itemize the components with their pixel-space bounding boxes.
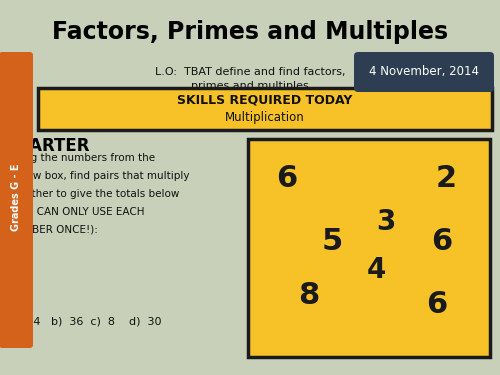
Text: (YOU CAN ONLY USE EACH: (YOU CAN ONLY USE EACH: [8, 207, 144, 217]
Text: Grades G - E: Grades G - E: [11, 163, 21, 231]
Text: SKILLS REQUIRED TODAY: SKILLS REQUIRED TODAY: [178, 93, 352, 106]
Text: Using the numbers from the: Using the numbers from the: [8, 153, 155, 163]
Text: 6: 6: [431, 227, 452, 256]
Text: Factors, Primes and Multiples: Factors, Primes and Multiples: [52, 20, 448, 44]
FancyBboxPatch shape: [0, 52, 33, 348]
Bar: [38, 88, 492, 130]
Text: 5: 5: [322, 227, 344, 256]
Text: a)  24   b)  36  c)  8    d)  30: a) 24 b) 36 c) 8 d) 30: [8, 317, 162, 327]
Text: 4 November, 2014: 4 November, 2014: [369, 66, 479, 78]
Text: 3: 3: [376, 208, 396, 236]
Text: NUMBER ONCE!):: NUMBER ONCE!):: [8, 225, 98, 235]
Bar: [248, 139, 490, 357]
Text: yellow box, find pairs that multiply: yellow box, find pairs that multiply: [8, 171, 190, 181]
Text: 4: 4: [366, 256, 386, 284]
FancyBboxPatch shape: [354, 52, 494, 92]
Text: Multiplication: Multiplication: [225, 111, 305, 123]
Text: together to give the totals below: together to give the totals below: [8, 189, 180, 199]
Text: 8: 8: [298, 282, 319, 310]
Text: 6: 6: [276, 164, 297, 193]
Text: 2: 2: [436, 164, 457, 193]
Text: L.O:  TBAT define and find factors,: L.O: TBAT define and find factors,: [155, 67, 345, 77]
Text: STARTER: STARTER: [8, 137, 90, 155]
Text: 6: 6: [426, 290, 448, 319]
Text: primes and multiples: primes and multiples: [191, 81, 309, 91]
